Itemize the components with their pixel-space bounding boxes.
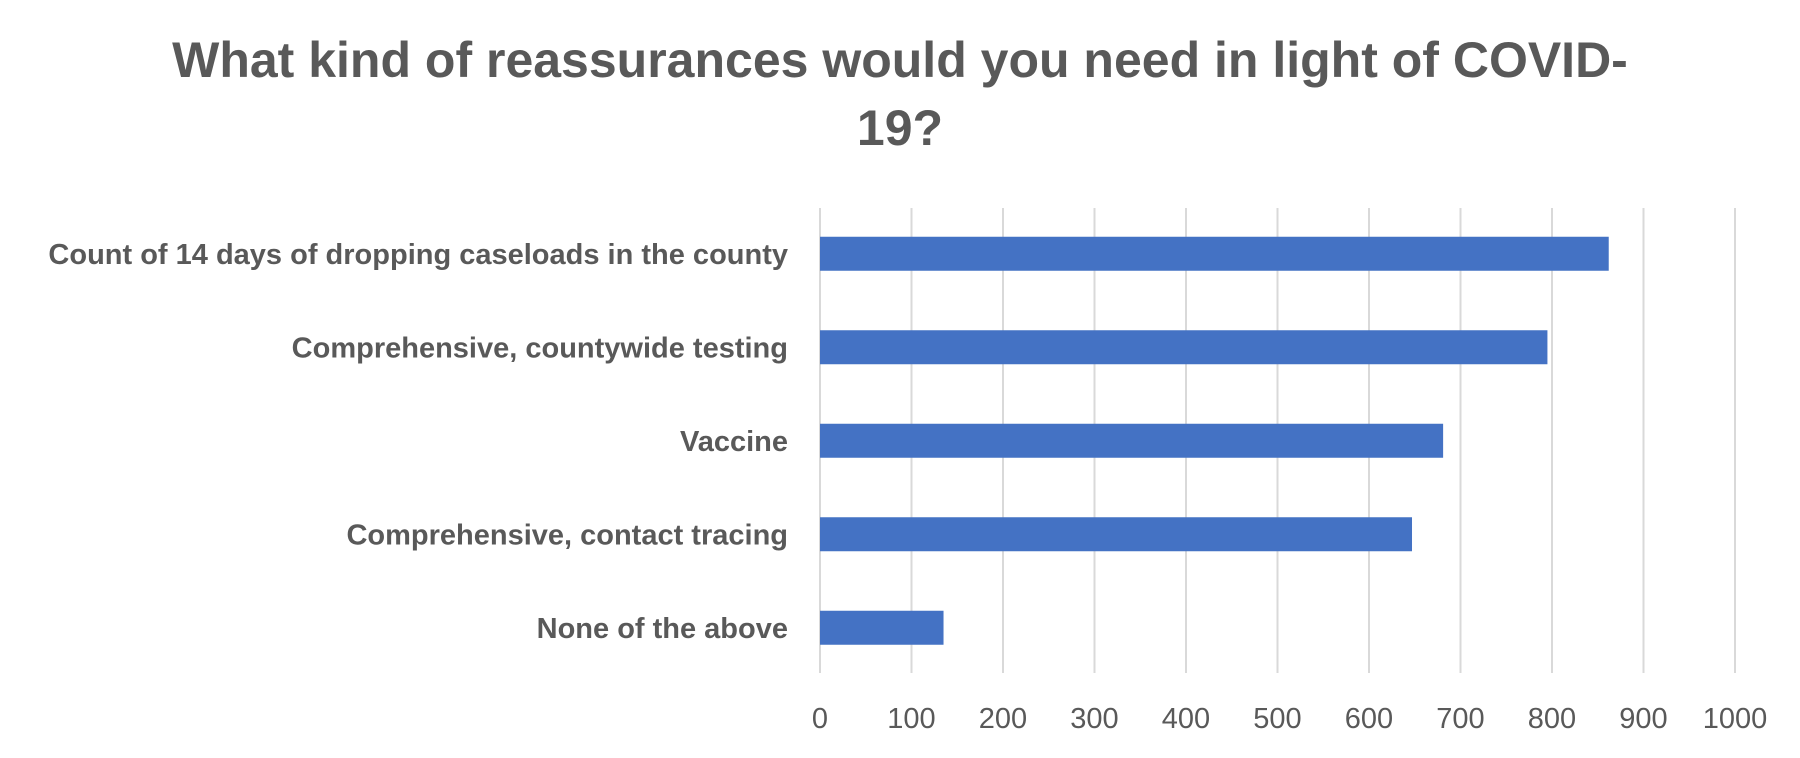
x-tick-label: 1000 bbox=[1703, 703, 1768, 735]
category-label: Vaccine bbox=[680, 426, 788, 458]
category-label: Comprehensive, countywide testing bbox=[292, 332, 788, 364]
category-labels: Count of 14 days of dropping caseloads i… bbox=[48, 239, 788, 645]
category-label: Comprehensive, contact tracing bbox=[346, 519, 788, 551]
bar bbox=[820, 423, 1444, 458]
chart-title-group: What kind of reassurances would you need… bbox=[172, 32, 1628, 156]
x-tick-label: 500 bbox=[1253, 703, 1301, 735]
x-tick-label: 100 bbox=[887, 703, 935, 735]
x-tick-label: 200 bbox=[979, 703, 1027, 735]
x-tick-label: 0 bbox=[812, 703, 828, 735]
bar bbox=[820, 236, 1609, 271]
bar bbox=[820, 330, 1548, 365]
category-label: Count of 14 days of dropping caseloads i… bbox=[48, 239, 788, 271]
x-tick-label: 900 bbox=[1619, 703, 1667, 735]
x-tick-label: 800 bbox=[1528, 703, 1576, 735]
x-tick-label: 300 bbox=[1070, 703, 1118, 735]
bar bbox=[820, 517, 1413, 552]
bar bbox=[820, 610, 944, 645]
chart-title-line-1: What kind of reassurances would you need… bbox=[172, 32, 1628, 88]
bars bbox=[820, 236, 1609, 645]
x-axis-tick-labels: 0 100 200 300 400 500 600 700 800 900 1000 bbox=[812, 703, 1767, 735]
chart-title-line-2: 19? bbox=[857, 100, 943, 156]
x-tick-label: 700 bbox=[1436, 703, 1484, 735]
x-tick-label: 400 bbox=[1162, 703, 1210, 735]
x-tick-label: 600 bbox=[1345, 703, 1393, 735]
category-label: None of the above bbox=[537, 613, 788, 645]
